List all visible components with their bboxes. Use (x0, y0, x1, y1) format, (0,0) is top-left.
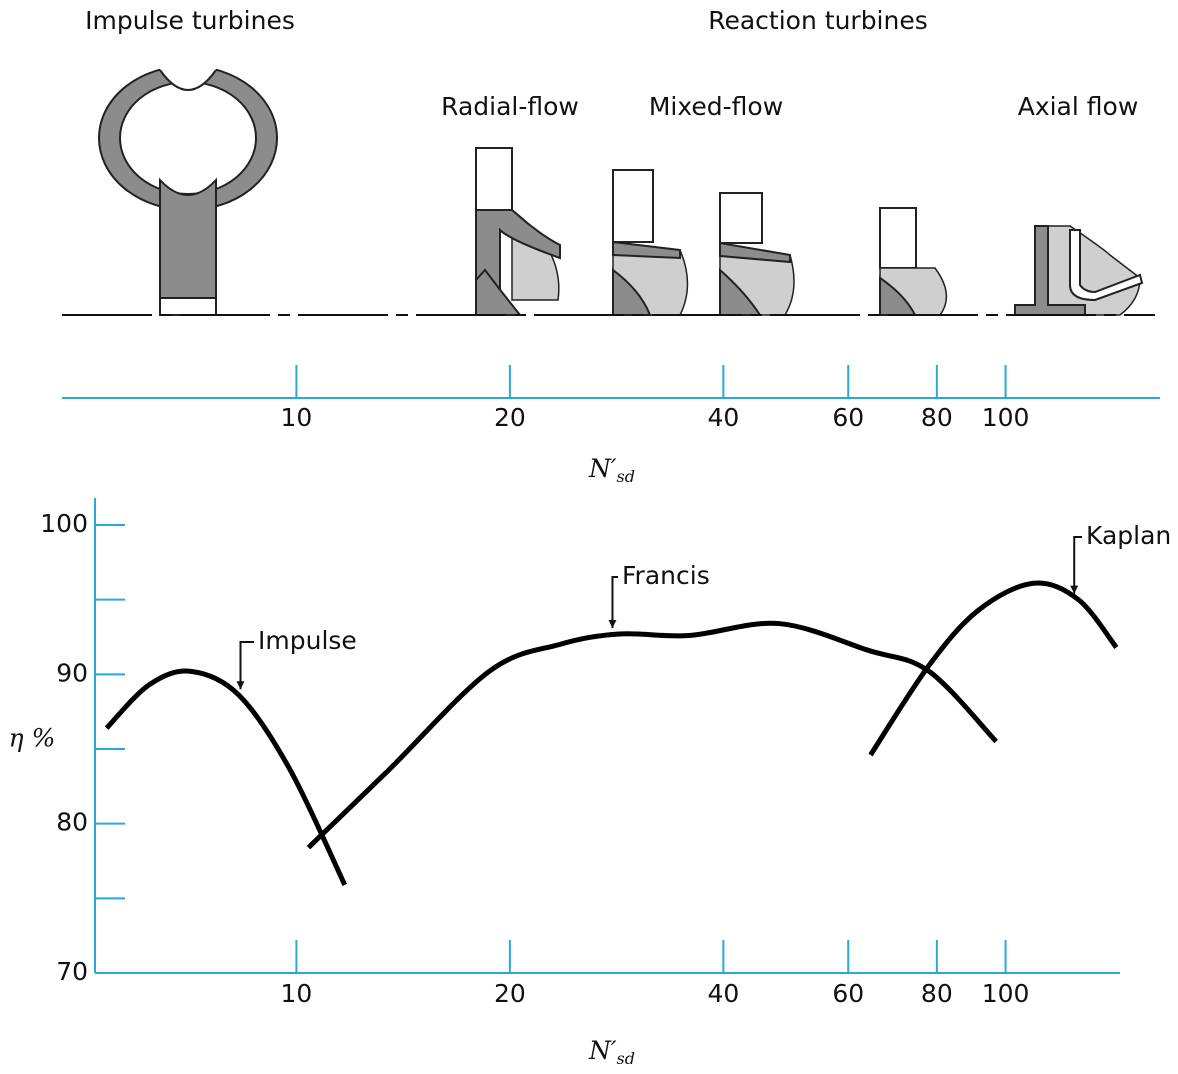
header: Impulse turbines (85, 6, 295, 35)
series-line (308, 623, 996, 847)
series-label: Kaplan (1086, 521, 1171, 550)
x-axis-label: N′sd (588, 454, 635, 486)
x-axis-label: N′sd (588, 1036, 635, 1068)
annotation-arrow (608, 620, 616, 628)
header: Radial-flow (441, 92, 579, 121)
header: Mixed-flow (649, 92, 783, 121)
series-line (107, 671, 345, 885)
top-x-tick-label: 100 (982, 403, 1030, 432)
series-label: Francis (622, 561, 710, 590)
chart: Impulse turbines Reaction turbines Radia… (0, 0, 1178, 1074)
header: Reaction turbines (708, 6, 928, 35)
header: Axial flow (1018, 92, 1139, 121)
turbine-drawings (62, 60, 1155, 315)
x-axis-label-symbol: N′ (588, 1036, 617, 1065)
x-tick-label: 40 (707, 979, 739, 1008)
y-tick-label: 70 (56, 957, 88, 986)
y-axis-label: η % (9, 724, 56, 753)
x-axis-label-subscript: sd (617, 1049, 635, 1068)
x-tick-label: 100 (982, 979, 1030, 1008)
annotation-arrow (237, 681, 245, 689)
y-tick-label: 100 (40, 509, 88, 538)
x-tick-label: 10 (280, 979, 312, 1008)
top-x-tick-label: 20 (494, 403, 526, 432)
top-x-tick-label: 10 (280, 403, 312, 432)
x-tick-label: 20 (494, 979, 526, 1008)
x-tick-label: 60 (832, 979, 864, 1008)
top-x-tick-label: 80 (921, 403, 953, 432)
x-axis-label-subscript: sd (617, 467, 635, 486)
series-label: Impulse (258, 626, 357, 655)
annotation-leader (1074, 537, 1082, 594)
y-tick-label: 80 (56, 808, 88, 837)
top-x-tick-label: 60 (832, 403, 864, 432)
top-x-tick-label: 40 (707, 403, 739, 432)
series-line (871, 583, 1117, 755)
x-tick-label: 80 (921, 979, 953, 1008)
y-tick-label: 90 (56, 658, 88, 687)
x-axis-label-symbol: N′ (588, 454, 617, 483)
